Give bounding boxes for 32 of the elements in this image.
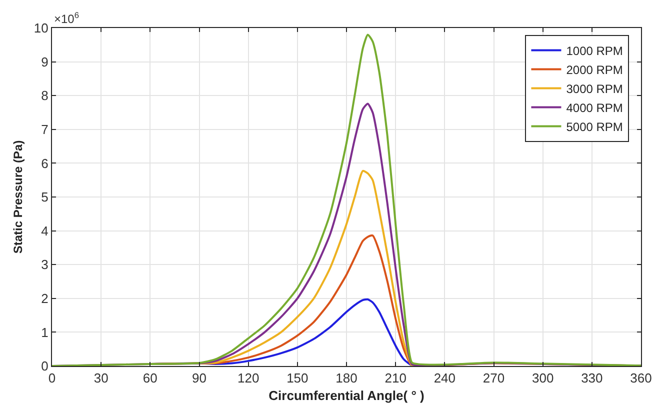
x-tick-label: 90 [192,370,206,386]
x-tick-label: 60 [142,370,158,386]
x-tick-label: 330 [581,370,603,386]
legend-label: 4000 RPM [566,100,623,115]
y-tick-label: 3 [41,257,48,272]
x-axis-title: Circumferential Angle( ° ) [268,388,424,404]
legend-label: 1000 RPM [566,44,623,58]
y-tick-label: 8 [41,88,48,104]
y-tick-label: 5 [41,190,48,205]
y-tick-label: 9 [41,54,48,70]
x-tick-label: 30 [94,370,108,386]
x-tick-label: 300 [532,370,554,386]
x-tick-label: 180 [336,370,358,386]
legend-label: 2000 RPM [566,62,623,77]
y-tick-label: 1 [41,324,48,340]
x-tick-label: 360 [630,370,652,386]
legend-label: 5000 RPM [566,120,623,134]
y-tick-label: 10 [34,20,48,36]
y-axis-title: Static Pressure (Pa) [11,140,26,254]
x-tick-label: 240 [434,370,456,386]
y-tick-label: 4 [41,223,48,238]
y-tick-label: 6 [41,156,48,171]
x-tick-label: 210 [384,370,406,386]
y-tick-label: 7 [41,122,48,137]
text: ×10$^{6}$ [54,10,80,26]
legend-label: 3000 RPM [566,82,623,96]
x-tick-label: 270 [482,370,505,386]
x-tick-label: 120 [237,370,260,386]
y-tick-label: 2 [41,290,48,306]
line-series [52,34,641,366]
x-tick-label: 150 [286,370,308,386]
y-tick-label: 0 [41,358,48,374]
